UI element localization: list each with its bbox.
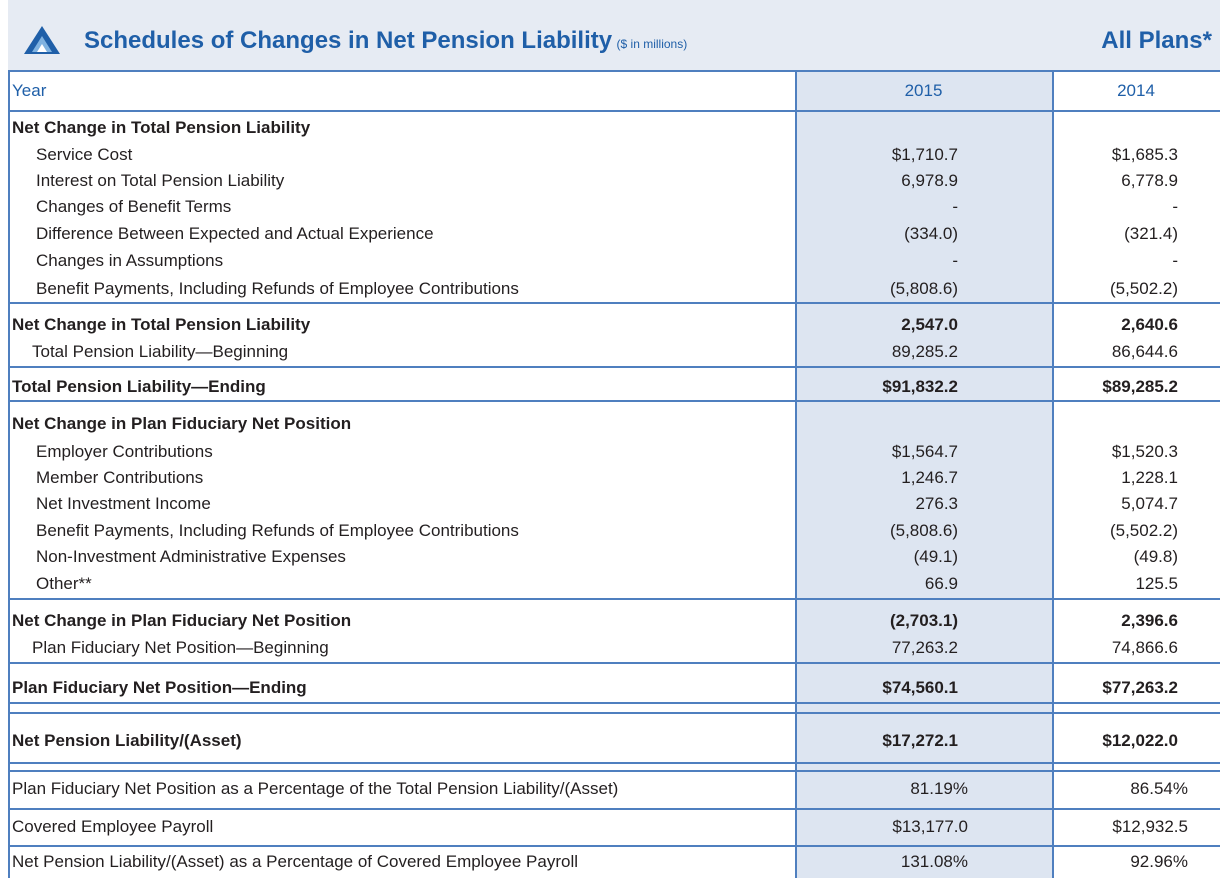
- row-label: Net Pension Liability/(Asset) as a Perce…: [12, 852, 579, 871]
- logo: [24, 26, 60, 54]
- row-label: Member Contributions: [36, 468, 204, 487]
- row-label: Net Pension Liability/(Asset): [12, 731, 242, 750]
- row-label: Interest on Total Pension Liability: [36, 171, 285, 190]
- row-label: Difference Between Expected and Actual E…: [36, 224, 434, 243]
- value-2015: $1,564.7: [891, 442, 958, 461]
- value-2014: 92.96%: [1130, 852, 1188, 871]
- value-2015: 131.08%: [900, 852, 968, 871]
- value-2014: 6,778.9: [1121, 171, 1178, 190]
- row-label: Plan Fiduciary Net Position as a Percent…: [12, 779, 619, 798]
- rule: [8, 598, 1220, 600]
- row-label: Employer Contributions: [36, 442, 213, 461]
- row-label: Net Change in Total Pension Liability: [12, 315, 311, 334]
- row-label: Total Pension Liability—Beginning: [32, 342, 289, 361]
- value-2015: $17,272.1: [882, 731, 958, 750]
- value-2015: 276.3: [915, 494, 958, 513]
- row-label: Plan Fiduciary Net Position—Ending: [12, 678, 307, 697]
- rule: [8, 400, 1220, 402]
- column-header: 2014: [1117, 81, 1155, 100]
- value-2014: 86,644.6: [1111, 342, 1178, 361]
- column-rule: [1052, 71, 1054, 878]
- row-label: Net Change in Total Pension Liability: [12, 118, 311, 137]
- value-2015: -: [952, 251, 958, 270]
- row-label: Covered Employee Payroll: [12, 817, 214, 836]
- title-line: Schedules of Changes in Net Pension Liab…: [84, 27, 687, 55]
- column-header: Year: [12, 81, 47, 100]
- value-2014: 2,640.6: [1121, 315, 1178, 334]
- value-2014: $1,685.3: [1111, 145, 1178, 164]
- title: Schedules of Changes in Net Pension Liab…: [84, 27, 613, 54]
- row-label: Benefit Payments, Including Refunds of E…: [36, 279, 519, 298]
- value-2015: 66.9: [924, 574, 958, 593]
- value-2014: (49.8): [1133, 547, 1178, 566]
- rule: [8, 366, 1220, 368]
- subtitle: ($ in millions): [616, 37, 688, 51]
- value-2015: $91,832.2: [882, 377, 958, 396]
- rule: [8, 712, 1220, 714]
- row-label: Net Change in Plan Fiduciary Net Positio…: [12, 611, 352, 630]
- value-2015: -: [952, 197, 958, 216]
- value-2014: 74,866.6: [1111, 638, 1178, 657]
- rule: [8, 808, 1220, 810]
- value-2014: 125.5: [1135, 574, 1178, 593]
- value-2015: (334.0): [904, 224, 958, 243]
- value-2014: 86.54%: [1130, 779, 1188, 798]
- rule: [8, 110, 1220, 112]
- column-header: 2015: [904, 81, 943, 100]
- value-2014: -: [1172, 251, 1178, 270]
- row-label: Net Change in Plan Fiduciary Net Positio…: [12, 414, 352, 433]
- value-2014: $12,022.0: [1102, 731, 1178, 750]
- rule: [8, 845, 1220, 847]
- rule: [8, 302, 1220, 304]
- value-2015: 2,547.0: [901, 315, 958, 334]
- column-rule: [8, 71, 10, 878]
- value-2015: 1,246.7: [901, 468, 958, 487]
- row-label: Other**: [36, 574, 92, 593]
- row-label: Changes of Benefit Terms: [36, 197, 232, 216]
- value-2015: (49.1): [913, 547, 958, 566]
- header-bar: [8, 0, 1220, 70]
- value-2015: $1,710.7: [891, 145, 958, 164]
- value-2015: (5,808.6): [889, 279, 958, 298]
- value-2015: $13,177.0: [892, 817, 968, 836]
- row-label: Plan Fiduciary Net Position—Beginning: [32, 638, 329, 657]
- value-2015: (2,703.1): [889, 611, 958, 630]
- row-label: Net Investment Income: [36, 494, 211, 513]
- value-2014: -: [1172, 197, 1178, 216]
- row-label: Benefit Payments, Including Refunds of E…: [36, 521, 519, 540]
- value-2015: 81.19%: [910, 779, 968, 798]
- value-2014: 1,228.1: [1121, 468, 1178, 487]
- value-2015: 89,285.2: [891, 342, 958, 361]
- value-2014: $77,263.2: [1102, 678, 1178, 697]
- value-2014: $89,285.2: [1102, 377, 1178, 396]
- row-label: Service Cost: [36, 145, 133, 164]
- rule: [8, 762, 1220, 764]
- value-2014: $12,932.5: [1112, 817, 1188, 836]
- value-2014: (321.4): [1124, 224, 1178, 243]
- rule: [8, 662, 1220, 664]
- rule: [8, 70, 1220, 72]
- value-2014: (5,502.2): [1109, 279, 1178, 298]
- value-2015: $74,560.1: [882, 678, 958, 697]
- value-2014: 5,074.7: [1121, 494, 1178, 513]
- rule: [8, 702, 1220, 704]
- value-2015: 6,978.9: [901, 171, 958, 190]
- value-2014: (5,502.2): [1109, 521, 1178, 540]
- value-2014: 2,396.6: [1121, 611, 1178, 630]
- row-label: Total Pension Liability—Ending: [12, 377, 266, 396]
- value-2014: $1,520.3: [1111, 442, 1178, 461]
- rule: [8, 770, 1220, 772]
- column-rule: [795, 71, 797, 878]
- scope: All Plans*: [1101, 27, 1212, 54]
- col-shade: [795, 71, 1052, 878]
- value-2015: (5,808.6): [889, 521, 958, 540]
- row-label: Non-Investment Administrative Expenses: [36, 547, 346, 566]
- row-label: Changes in Assumptions: [36, 251, 224, 270]
- value-2015: 77,263.2: [891, 638, 958, 657]
